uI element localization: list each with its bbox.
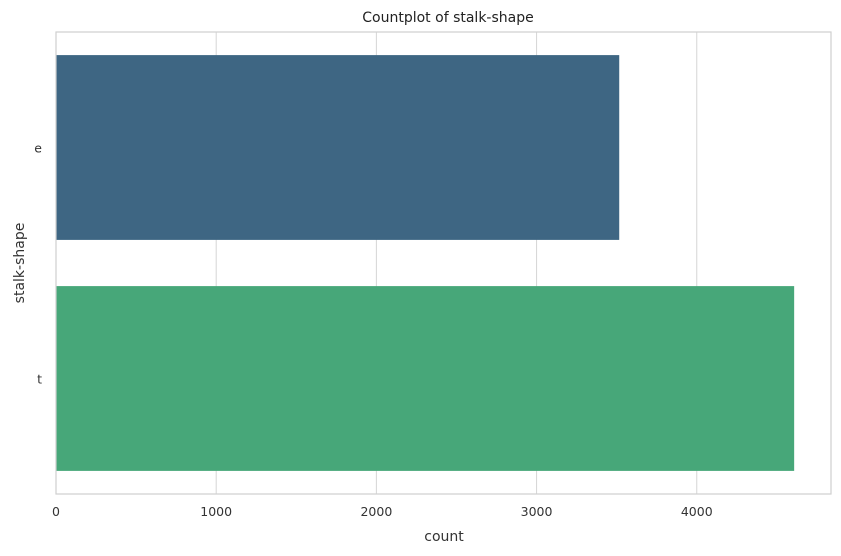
x-tick-label: 0 xyxy=(52,504,60,519)
bars xyxy=(56,55,795,471)
plot-frame xyxy=(55,31,832,495)
x-axis-label: count xyxy=(424,529,464,545)
x-tick-label: 2000 xyxy=(360,504,392,519)
bar-t xyxy=(56,286,795,471)
y-tick-label: e xyxy=(34,141,42,156)
bar-e xyxy=(56,55,620,240)
y-tick-label: t xyxy=(37,372,42,387)
y-axis-label: stalk-shape xyxy=(12,223,28,304)
x-tick-label: 1000 xyxy=(200,504,232,519)
chart-title: Countplot of stalk-shape xyxy=(362,10,533,26)
x-ticks: 0 1000 2000 3000 4000 xyxy=(52,504,713,519)
x-tick-label: 4000 xyxy=(681,504,713,519)
x-tick-label: 3000 xyxy=(521,504,553,519)
y-ticks: et xyxy=(34,141,42,387)
